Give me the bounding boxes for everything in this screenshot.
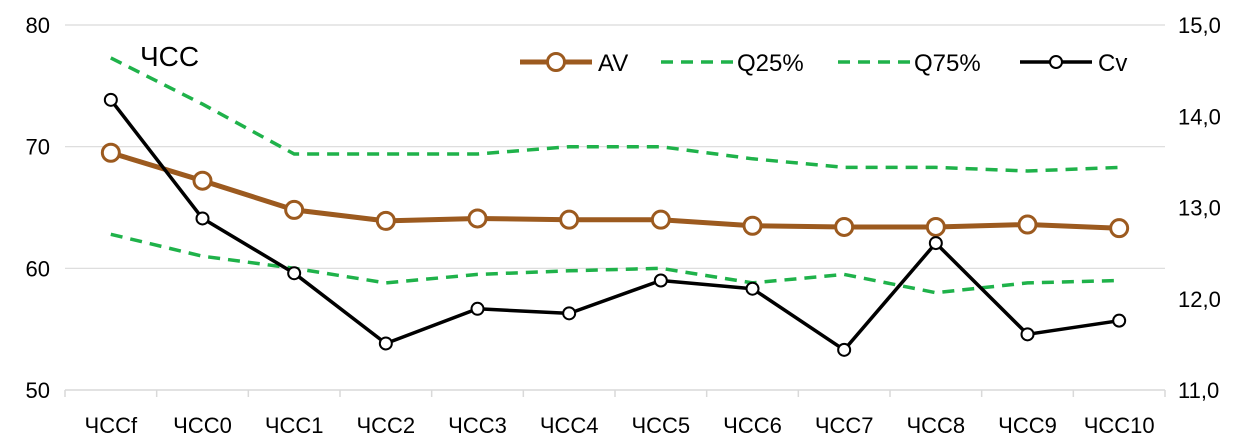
data-point	[837, 342, 852, 357]
legend-item: AV	[520, 50, 628, 77]
data-point	[284, 199, 305, 220]
data-point	[562, 306, 577, 321]
x-tick-label: ЧСС9	[998, 413, 1057, 438]
y-right-tick-label: 15,0	[1178, 13, 1221, 38]
data-point	[834, 216, 855, 237]
y-left-tick-label: 70	[26, 135, 50, 160]
x-tick-label: ЧСС8	[906, 413, 965, 438]
legend-label: Q25%	[737, 50, 804, 77]
x-tick-label: ЧСС6	[723, 413, 782, 438]
data-point	[467, 208, 488, 229]
legend: AV Q25% Q75% Cv	[520, 50, 1127, 77]
data-point	[1112, 313, 1127, 328]
data-point	[928, 236, 943, 251]
y-right-tick-label: 13,0	[1178, 196, 1221, 221]
data-point	[470, 301, 485, 316]
series-line	[110, 232, 1120, 295]
x-tick-label: ЧСС7	[815, 413, 874, 438]
x-tick-label: ЧССf	[85, 413, 138, 438]
legend-label: Cv	[1098, 50, 1127, 77]
data-point	[192, 170, 213, 191]
data-point	[653, 273, 668, 288]
data-point	[1109, 218, 1130, 239]
data-point	[375, 210, 396, 231]
data-point	[287, 266, 302, 281]
data-point	[1017, 214, 1038, 235]
legend-item: Q75%	[838, 50, 981, 77]
data-point	[745, 281, 760, 296]
series-lines	[100, 56, 1130, 357]
series-q75	[110, 56, 1120, 173]
y-left-tick-label: 80	[26, 13, 50, 38]
series-line	[109, 98, 1120, 352]
series-line	[110, 150, 1120, 231]
legend-label: Q75%	[914, 50, 981, 77]
data-point	[925, 216, 946, 237]
y-right-tick-label: 14,0	[1178, 104, 1221, 129]
y-left-tick-label: 60	[26, 256, 50, 281]
x-tick-label: ЧСС4	[540, 413, 599, 438]
x-tick-label: ЧСС3	[448, 413, 507, 438]
axes	[64, 389, 1166, 397]
x-tick-label: ЧСС1	[265, 413, 324, 438]
data-point	[742, 215, 763, 236]
data-point	[650, 209, 671, 230]
data-point	[559, 209, 580, 230]
series-q25	[110, 232, 1120, 295]
y-left-tick-label: 50	[26, 378, 50, 403]
legend-marker	[546, 52, 566, 72]
legend-item: Cv	[1020, 50, 1127, 77]
x-tick-label: ЧСС0	[173, 413, 232, 438]
data-point	[378, 336, 393, 351]
x-tick-label: ЧСС2	[356, 413, 415, 438]
y-right-tick-label: 11,0	[1178, 378, 1219, 403]
chart-annotation: ЧСС	[140, 41, 199, 72]
series-av	[100, 142, 1130, 239]
y-right-tick-label: 12,0	[1178, 287, 1221, 312]
data-point	[195, 211, 210, 226]
tick-labels: 50 60 70 80 11,0 12,0 13,0 14,0 15,0 ЧССf ЧСС0 ЧСС1…	[26, 13, 1221, 438]
x-tick-label: ЧСС10	[1084, 413, 1155, 438]
data-point	[1020, 327, 1035, 342]
data-point	[103, 92, 118, 107]
legend-label: AV	[598, 50, 628, 77]
series-cv	[103, 92, 1127, 357]
data-point	[100, 142, 121, 163]
legend-item: Q25%	[661, 50, 804, 77]
legend-marker	[1049, 55, 1063, 69]
series-line	[110, 56, 1120, 173]
x-tick-label: ЧСС5	[631, 413, 690, 438]
